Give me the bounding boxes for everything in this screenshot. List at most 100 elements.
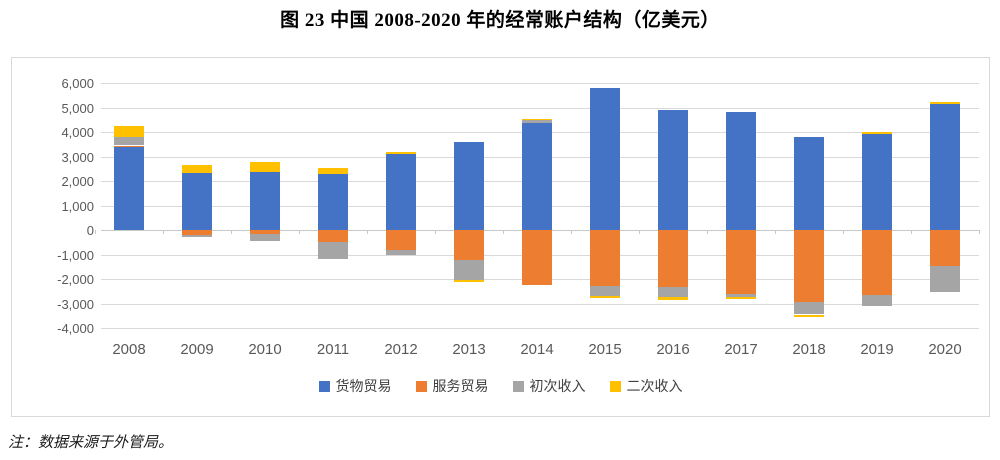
y-axis-tick-label: 0 bbox=[86, 223, 94, 238]
chart-area: 6,000 5,000 4,000 3,000 2,000 1,000 0 -1,000 -2,… bbox=[11, 57, 990, 417]
bar-segment-初次收入 bbox=[250, 234, 280, 241]
bar-segment-货物贸易 bbox=[726, 112, 756, 230]
x-axis-category-label: 2013 bbox=[452, 341, 486, 358]
bar-segment-二次收入 bbox=[522, 118, 552, 120]
x-axis-category-label: 2012 bbox=[384, 341, 418, 358]
x-axis-category-label: 2015 bbox=[588, 341, 622, 358]
x-axis-tick bbox=[503, 230, 504, 234]
bar-segment-初次收入 bbox=[114, 136, 144, 146]
bar-segment-二次收入 bbox=[590, 295, 620, 299]
bar-segment-初次收入 bbox=[726, 293, 756, 297]
y-axis-tick-label: 4,000 bbox=[61, 125, 94, 140]
bar-segment-货物贸易 bbox=[862, 134, 892, 230]
bar-segment-服务贸易 bbox=[250, 230, 280, 235]
bar-segment-货物贸易 bbox=[930, 104, 960, 230]
bar-segment-货物贸易 bbox=[590, 88, 620, 230]
y-gridline bbox=[101, 108, 979, 109]
x-axis-tick bbox=[979, 230, 980, 234]
bar-segment-服务贸易 bbox=[114, 145, 144, 147]
x-axis-tick bbox=[367, 230, 368, 234]
bar-segment-服务贸易 bbox=[590, 230, 620, 287]
bar-segment-初次收入 bbox=[862, 295, 892, 307]
bar-segment-二次收入 bbox=[930, 102, 960, 105]
y-gridline bbox=[101, 304, 979, 305]
x-axis-category-label: 2018 bbox=[792, 341, 826, 358]
y-axis-tick-label: -4,000 bbox=[57, 321, 94, 336]
legend-item: 服务贸易 bbox=[415, 378, 489, 394]
legend-swatch-icon bbox=[415, 380, 427, 392]
x-axis-category-label: 2011 bbox=[316, 341, 350, 358]
bar-segment-二次收入 bbox=[318, 167, 348, 175]
bar-segment-初次收入 bbox=[794, 301, 824, 315]
x-axis-tick bbox=[299, 230, 300, 234]
y-axis-tick-label: 6,000 bbox=[61, 76, 94, 91]
x-axis-category-label: 2010 bbox=[248, 341, 282, 358]
bar-segment-货物贸易 bbox=[250, 171, 280, 230]
bar-segment-货物贸易 bbox=[794, 136, 824, 230]
y-gridline bbox=[101, 83, 979, 84]
bar-segment-二次收入 bbox=[454, 280, 484, 283]
x-axis-category-label: 2017 bbox=[724, 341, 758, 358]
bar-segment-二次收入 bbox=[250, 162, 280, 172]
bar-segment-二次收入 bbox=[182, 164, 212, 173]
bar-segment-货物贸易 bbox=[658, 109, 688, 230]
source-note: 注：数据来源于外管局。 bbox=[8, 435, 174, 451]
y-axis-tick-label: -3,000 bbox=[57, 297, 94, 312]
bar-segment-初次收入 bbox=[318, 241, 348, 260]
x-axis-tick bbox=[571, 230, 572, 234]
bar-segment-初次收入 bbox=[658, 287, 688, 298]
legend-item: 货物贸易 bbox=[318, 378, 392, 394]
bar-segment-货物贸易 bbox=[522, 123, 552, 230]
x-axis-category-label: 2008 bbox=[112, 341, 146, 358]
bar-segment-初次收入 bbox=[182, 234, 212, 238]
x-axis-tick bbox=[843, 230, 844, 234]
legend-swatch-icon bbox=[318, 380, 330, 392]
bar-segment-初次收入 bbox=[590, 286, 620, 296]
x-axis-tick bbox=[639, 230, 640, 234]
bar-segment-二次收入 bbox=[726, 296, 756, 300]
x-axis-category-label: 2009 bbox=[180, 341, 214, 358]
chart-title: 图 23 中国 2008-2020 年的经常账户结构（亿美元） bbox=[280, 10, 720, 31]
x-axis-category-label: 2020 bbox=[928, 341, 962, 358]
bar-segment-货物贸易 bbox=[182, 172, 212, 230]
bar-segment-服务贸易 bbox=[794, 230, 824, 302]
bar-segment-初次收入 bbox=[930, 265, 960, 293]
x-axis-tick bbox=[775, 230, 776, 234]
bar-segment-二次收入 bbox=[114, 126, 144, 137]
legend-item: 二次收入 bbox=[609, 378, 683, 394]
y-axis-tick-label: 3,000 bbox=[61, 150, 94, 165]
legend-label: 服务贸易 bbox=[432, 378, 489, 394]
bar-segment-服务贸易 bbox=[726, 230, 756, 294]
x-axis-category-label: 2019 bbox=[860, 341, 894, 358]
x-axis-category-label: 2014 bbox=[520, 341, 554, 358]
legend-label: 货物贸易 bbox=[335, 378, 392, 394]
bar-segment-服务贸易 bbox=[182, 230, 212, 235]
bar-segment-初次收入 bbox=[522, 119, 552, 124]
x-axis-category-label: 2016 bbox=[656, 341, 690, 358]
bar-segment-服务贸易 bbox=[454, 230, 484, 261]
bar-segment-货物贸易 bbox=[114, 146, 144, 230]
bar-segment-初次收入 bbox=[386, 250, 416, 256]
legend-label: 初次收入 bbox=[529, 378, 586, 394]
x-axis-tick bbox=[707, 230, 708, 234]
bar-segment-货物贸易 bbox=[318, 174, 348, 230]
y-axis-tick-label: -1,000 bbox=[57, 248, 94, 263]
bar-segment-初次收入 bbox=[454, 260, 484, 280]
x-axis-tick bbox=[95, 230, 96, 234]
bar-segment-二次收入 bbox=[386, 152, 416, 154]
legend: 货物贸易 服务贸易 初次收入 二次收入 bbox=[12, 376, 989, 396]
bar-segment-服务贸易 bbox=[318, 230, 348, 242]
legend-swatch-icon bbox=[512, 380, 524, 392]
y-axis-tick-label: 5,000 bbox=[61, 101, 94, 116]
legend-item: 初次收入 bbox=[512, 378, 586, 394]
legend-swatch-icon bbox=[609, 380, 621, 392]
bar-segment-二次收入 bbox=[862, 131, 892, 135]
legend-label: 二次收入 bbox=[626, 378, 683, 394]
bar-segment-服务贸易 bbox=[862, 230, 892, 296]
bar-segment-货物贸易 bbox=[454, 142, 484, 230]
y-axis-tick-label: 1,000 bbox=[61, 199, 94, 214]
bar-segment-服务贸易 bbox=[930, 230, 960, 266]
bar-segment-货物贸易 bbox=[386, 154, 416, 230]
y-gridline bbox=[101, 328, 979, 329]
bar-segment-服务贸易 bbox=[522, 230, 552, 286]
